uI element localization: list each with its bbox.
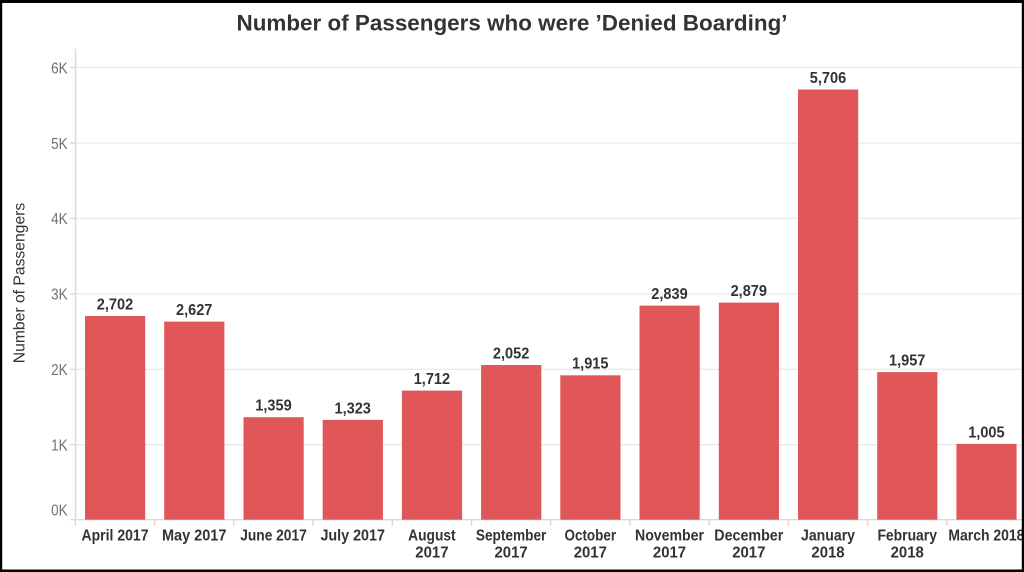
svg-text:February: February (877, 527, 937, 544)
svg-text:4K: 4K (51, 211, 68, 228)
svg-text:July 2017: July 2017 (320, 527, 385, 544)
svg-text:2,052: 2,052 (493, 345, 529, 362)
svg-text:1K: 1K (51, 438, 68, 455)
svg-text:December: December (714, 527, 783, 544)
svg-text:2,839: 2,839 (651, 286, 688, 303)
svg-text:2017: 2017 (653, 544, 686, 561)
svg-text:August: August (408, 527, 456, 544)
svg-text:June 2017: June 2017 (240, 527, 307, 544)
svg-text:March 2018: March 2018 (948, 527, 1024, 544)
svg-text:2018: 2018 (891, 544, 925, 561)
svg-text:1,915: 1,915 (572, 356, 609, 373)
svg-text:September: September (476, 527, 547, 544)
svg-text:2,879: 2,879 (731, 283, 768, 300)
svg-text:Number of Passengers who were: Number of Passengers who were ’Denied Bo… (237, 11, 788, 36)
svg-text:2,627: 2,627 (176, 302, 212, 319)
svg-text:2018: 2018 (811, 544, 845, 561)
svg-text:6K: 6K (51, 60, 68, 77)
svg-text:Number of Passengers: Number of Passengers (12, 203, 29, 364)
svg-text:1,712: 1,712 (414, 371, 450, 388)
svg-text:January: January (801, 527, 855, 544)
svg-text:May 2017: May 2017 (162, 527, 227, 544)
svg-text:October: October (565, 527, 617, 544)
svg-text:1,323: 1,323 (335, 400, 372, 417)
svg-text:5K: 5K (51, 136, 68, 153)
svg-text:April 2017: April 2017 (82, 527, 149, 544)
svg-text:2017: 2017 (574, 544, 607, 561)
svg-text:1,005: 1,005 (968, 424, 1005, 441)
svg-text:2,702: 2,702 (97, 296, 133, 313)
svg-text:1,359: 1,359 (255, 398, 292, 415)
svg-text:3K: 3K (51, 287, 68, 304)
svg-text:2017: 2017 (415, 544, 448, 561)
svg-text:1,957: 1,957 (889, 353, 925, 370)
svg-text:November: November (635, 527, 704, 544)
svg-text:2K: 2K (51, 362, 68, 379)
svg-text:5,706: 5,706 (810, 70, 847, 87)
svg-text:2017: 2017 (732, 544, 765, 561)
svg-text:0K: 0K (51, 503, 68, 520)
svg-text:2017: 2017 (495, 544, 528, 561)
